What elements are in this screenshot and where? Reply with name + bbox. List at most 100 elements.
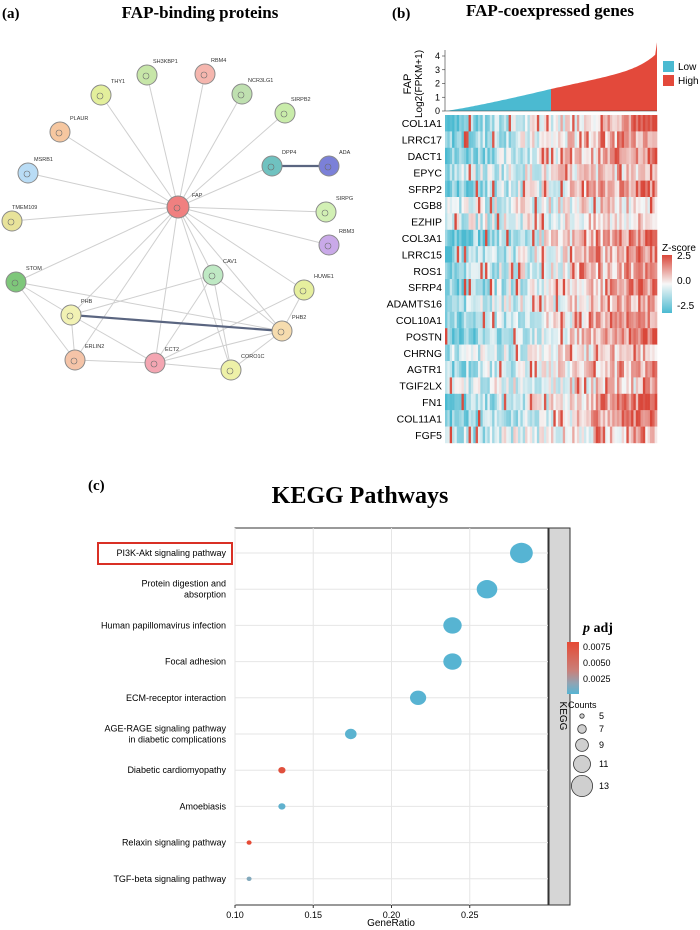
edge-fap-erlin2 [74,206,179,361]
node-glyph-tmem109 [7,218,15,226]
heatmap-cell [515,410,519,427]
heatmap-cell [480,115,483,132]
heatmap-cell [635,147,639,165]
heatmap-cell [583,115,587,132]
heatmap-cell [569,131,573,148]
heatmap-cell [541,279,545,296]
heatmap-cell [447,377,451,394]
heatmap-cell [480,213,483,230]
heatmap-cell [647,426,651,444]
heatmap-cell [605,328,608,345]
heatmap-cell [624,361,627,378]
node-label-sh3kbp1: SH3KBP1 [153,59,178,65]
padj-tick-0-0075: 0.0075 [583,642,611,652]
heatmap-cell [642,197,646,214]
heatmap-cell [470,295,474,312]
heatmap-cell [532,213,535,230]
heatmap-cell [581,131,585,148]
heatmap-cell [480,164,483,181]
heatmap-cell [628,213,632,230]
heatmap-cell [588,361,592,378]
node-sirpg: SIRPG [315,196,353,223]
heatmap-cell [600,180,604,198]
heatmap-cell [586,164,589,181]
heatmap-cell [581,393,585,411]
heatmap-cell [598,279,601,296]
fap-expression-area [444,42,657,112]
heatmap-cell [532,246,535,263]
heatmap-cell [616,213,620,230]
heatmap-cell [635,377,639,394]
heatmap-cell [619,147,622,165]
heatmap-cell [593,344,597,362]
heatmap-cell [473,147,476,165]
heatmap-cell [652,115,655,132]
heatmap-cell [654,115,658,132]
heatmap-cell [628,180,632,198]
heatmap-cell [456,197,460,214]
heatmap-cell [506,426,509,444]
edge-fap-thy1 [100,94,179,208]
heatmap-cell [605,164,608,181]
heatmap-cell [510,213,514,230]
heatmap-cell [513,311,516,329]
heatmap-row-fgf5 [445,426,658,444]
heatmap-cell [591,131,594,148]
heatmap-cell [565,213,568,230]
heatmap-cell [456,377,460,394]
heatmap-cell [456,213,460,230]
heatmap-cell [452,295,455,312]
heatmap-cell [588,147,592,165]
heatmap-cell [595,164,599,181]
node-dpp4: DPP4 [261,150,296,177]
heatmap-cell [494,197,498,214]
heatmap-cell [551,311,554,329]
heatmap-cell [567,410,571,427]
heatmap-cell [609,311,613,329]
heatmap-cell [459,328,462,345]
heatmap-cell [508,115,512,132]
heatmap-cell [635,246,639,263]
node-label-ada: ADA [339,150,351,156]
heatmap-cell [555,229,559,247]
heatmap-cell [583,393,587,411]
heatmap-cell [548,213,552,230]
node-label-plaur: PLAUR [70,116,88,122]
heatmap-cell [598,361,601,378]
heatmap-cell [515,213,519,230]
heatmap-cell [477,279,481,296]
node-ada: ADA [318,150,351,177]
heatmap-cell [456,328,460,345]
heatmap-cell [581,426,585,444]
heatmap-cell [477,328,481,345]
heatmap-cell [468,246,472,263]
heatmap-cell [510,131,514,148]
heatmap-cell [593,164,597,181]
heatmap-cell [579,410,582,427]
heatmap-cell [654,410,658,427]
heatmap-cell [624,410,627,427]
heatmap-cell [492,115,495,132]
heatmap-cell [579,344,582,362]
heatmap-cell [607,164,611,181]
heatmap-cell [468,410,472,427]
heatmap-cell [569,115,573,132]
heatmap-cell [633,164,637,181]
heatmap-cell [645,197,648,214]
heatmap-cell [562,295,566,312]
heatmap-cell [473,262,476,280]
heatmap-cell [574,311,578,329]
heatmap-cell [461,246,465,263]
xtick-label-0-25: 0.25 [461,910,479,920]
heatmap-cell [539,279,542,296]
heatmap-cell [468,147,472,165]
heatmap-cell [485,279,488,296]
heatmap-cell [649,147,653,165]
heatmap-cell [463,361,467,378]
heatmap-cell [475,344,479,362]
heatmap-cell [621,147,625,165]
heatmap-cell [480,410,483,427]
heatmap-cell [546,131,549,148]
heatmap-cell [468,131,472,148]
heatmap-cell [652,213,655,230]
